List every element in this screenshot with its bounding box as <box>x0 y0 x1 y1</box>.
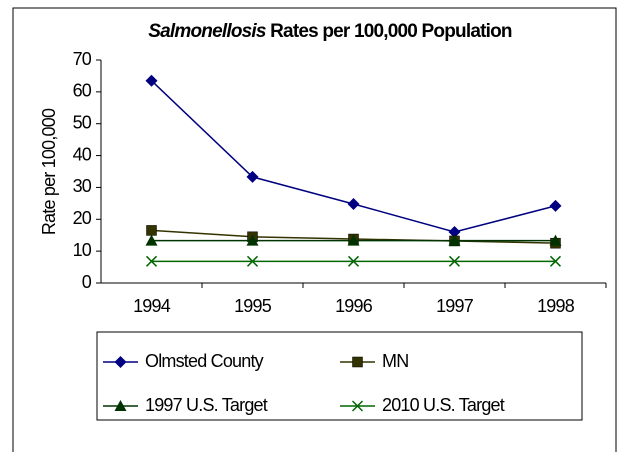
x-tick-label: 1996 <box>335 296 373 316</box>
y-tick-label: 0 <box>82 272 92 292</box>
y-tick-label: 70 <box>73 49 92 69</box>
marker <box>246 255 259 267</box>
x-tick-label: 1998 <box>537 296 575 316</box>
marker <box>246 234 259 246</box>
marker <box>347 255 360 267</box>
marker <box>114 400 127 411</box>
x-tick-label: 1997 <box>436 296 474 316</box>
x-tick-label: 1995 <box>234 296 272 316</box>
marker <box>549 234 562 246</box>
marker <box>352 356 363 368</box>
title-rest: Rates per 100,000 Population <box>270 21 512 42</box>
y-tick-label: 40 <box>73 144 92 164</box>
marker <box>145 74 158 87</box>
legend <box>96 331 583 421</box>
y-tick-label: 50 <box>73 112 92 132</box>
frame <box>12 7 617 452</box>
marker <box>549 255 562 267</box>
marker <box>448 226 461 239</box>
y-tick-label: 60 <box>73 81 92 101</box>
y-tick-label: 20 <box>73 208 92 228</box>
marker <box>347 234 360 246</box>
legend-label: MN <box>382 351 408 371</box>
title-italic: Salmonellosis <box>148 21 266 42</box>
y-axis-label: Rate per 100,000 <box>39 108 59 235</box>
marker <box>448 234 461 246</box>
y-tick-label: 30 <box>73 176 92 196</box>
legend-label: 2010 U.S. Target <box>382 395 505 415</box>
marker <box>351 400 364 412</box>
marker <box>114 356 127 368</box>
x-tick-label: 1994 <box>133 296 171 316</box>
marker <box>347 197 360 210</box>
y-tick-label: 10 <box>73 240 92 260</box>
marker <box>145 234 158 246</box>
legend-label: 1997 U.S. Target <box>145 395 268 415</box>
marker <box>145 255 158 267</box>
marker <box>146 225 157 236</box>
marker <box>246 170 259 183</box>
marker <box>448 255 461 267</box>
marker <box>549 199 562 212</box>
chart-title: Salmonellosis Rates per 100,000 Populati… <box>148 21 512 42</box>
legend-label: Olmsted County <box>145 351 264 371</box>
